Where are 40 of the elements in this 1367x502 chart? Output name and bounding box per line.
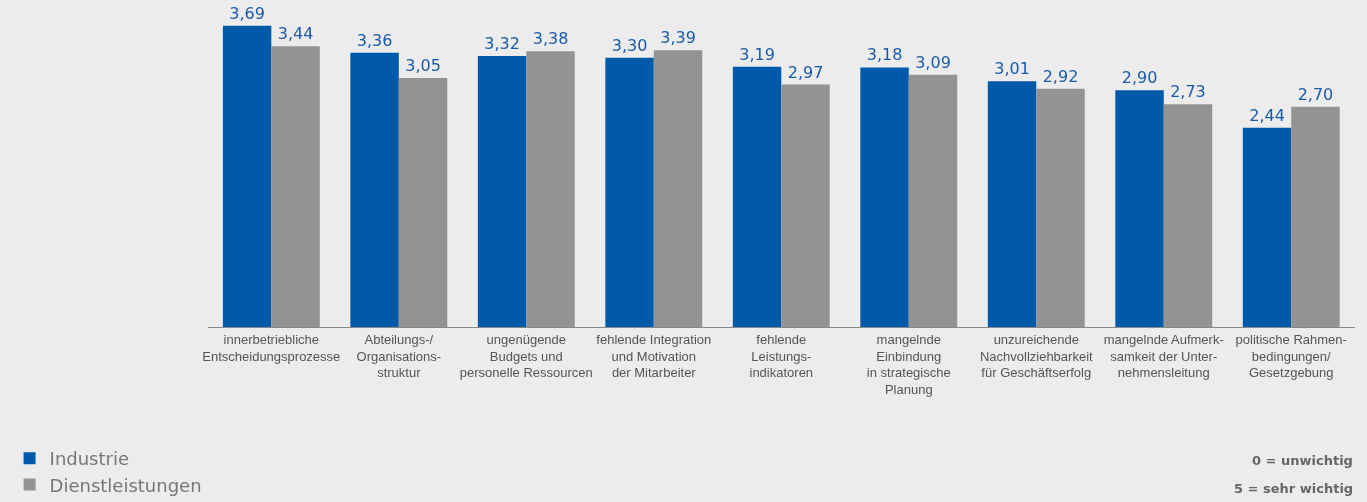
data-label: 3,44: [277, 24, 314, 44]
bar: [222, 25, 272, 327]
x-tick-label: fehlende Leistungs- indikatoren: [749, 331, 814, 381]
data-label: 3,05: [405, 56, 441, 76]
bar: [860, 67, 909, 327]
text: 0 = unwichtig: [1252, 453, 1353, 468]
x-tick-label: innerbetriebliche Entscheidungsprozesse: [202, 331, 341, 364]
data-label: 3,19: [739, 44, 775, 64]
x-tick-label: fehlende Integration und Motivation der Mitarbeiter: [596, 331, 712, 381]
bar: [477, 56, 527, 327]
bar: [350, 52, 399, 327]
x-tick-label: mangelnde Aufmerk- samkeit der Unter- nehmensleitung: [1103, 331, 1224, 381]
x-tick-label: Abteilungs-/ Organisations- struktur: [356, 331, 442, 381]
bar: [1242, 127, 1292, 327]
data-label: 3,32: [484, 34, 520, 54]
legend-label: Dienstleistungen: [49, 474, 202, 496]
data-label: 2,70: [1297, 84, 1334, 104]
data-label: 3,69: [229, 3, 265, 23]
bar: [987, 81, 1037, 327]
data-label: 2,92: [1042, 66, 1079, 86]
bar: [605, 57, 654, 327]
bar: [1115, 90, 1164, 327]
x-tick-label: politische Rahmen- bedingungen/ Gesetzgebung: [1235, 331, 1347, 381]
data-label: 2,44: [1249, 105, 1285, 125]
data-label: 2,90: [1121, 68, 1158, 88]
x-tick-label: unzureichende Nachvollziehbarkeit für Geschäftserfolg: [979, 331, 1094, 381]
text: 5 = sehr wichtig: [1234, 481, 1354, 496]
data-label: 3,01: [994, 59, 1030, 79]
legend-label: Industrie: [49, 448, 130, 470]
x-tick-label: ungenügende Budgets und personelle Ressourcen: [459, 331, 593, 381]
data-label: 3,30: [611, 35, 648, 55]
data-label: 3,09: [915, 52, 951, 72]
data-label: 3,38: [532, 29, 569, 49]
data-label: 3,36: [356, 30, 393, 50]
x-tick-label: mangelnde Einbindung in strategische Planung: [866, 331, 951, 398]
bar: [732, 66, 782, 327]
data-label: 2,73: [1170, 82, 1206, 102]
data-label: 3,18: [866, 45, 903, 65]
data-label: 3,39: [660, 28, 696, 48]
data-label: 2,97: [787, 62, 824, 82]
